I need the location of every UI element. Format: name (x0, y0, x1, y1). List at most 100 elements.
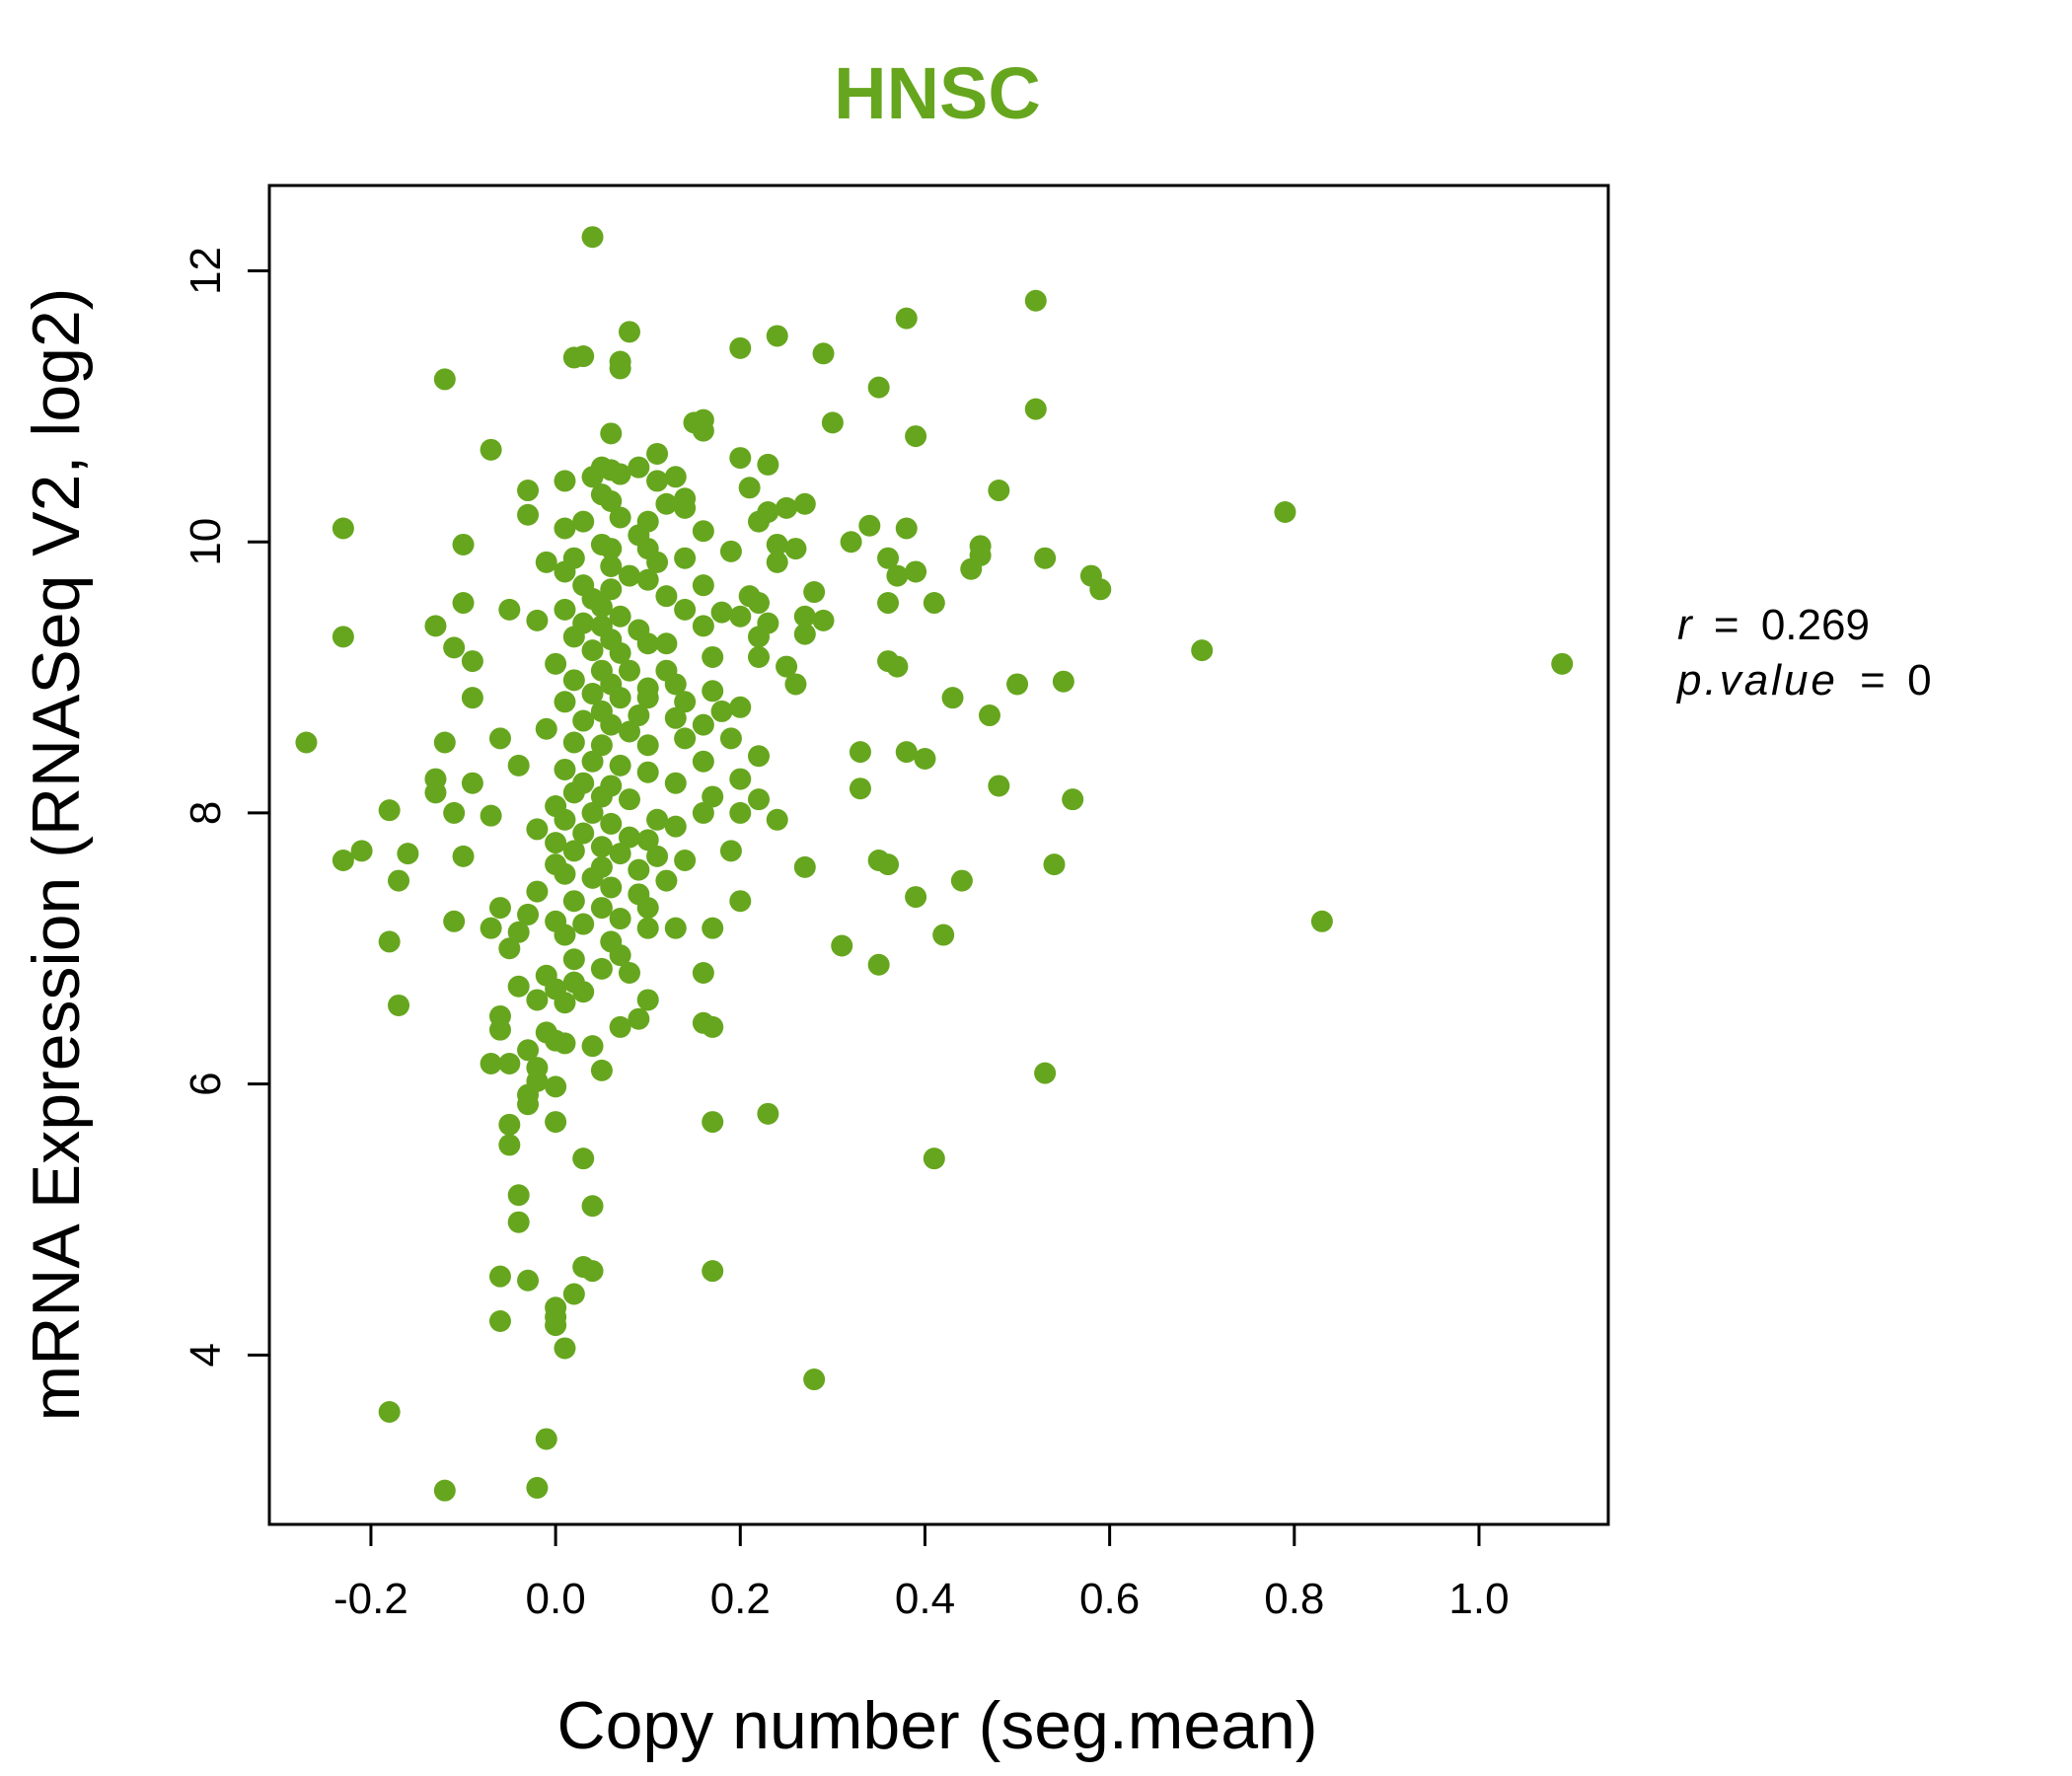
chart-title: HNSC (834, 52, 1041, 134)
data-point (581, 466, 604, 488)
y-tick-label: 4 (182, 1343, 230, 1367)
p-value-statistic: p.value = 0 (1675, 656, 1932, 704)
data-point (1006, 673, 1029, 696)
data-point (554, 560, 576, 583)
data-point (702, 680, 724, 703)
data-point (397, 843, 419, 865)
data-point (748, 626, 771, 648)
data-point (554, 1337, 576, 1360)
data-point (867, 953, 890, 976)
r-value: 0.269 (1761, 601, 1870, 649)
data-point (609, 641, 631, 664)
data-point (748, 745, 771, 768)
data-point (424, 615, 447, 637)
data-point (545, 652, 567, 675)
data-point (535, 551, 557, 573)
data-point (664, 772, 687, 794)
data-point (562, 781, 585, 804)
data-point (461, 687, 483, 709)
data-point (793, 855, 816, 878)
data-point (545, 1075, 567, 1098)
data-point (498, 598, 521, 621)
data-point (600, 578, 623, 601)
data-point (507, 754, 530, 777)
data-point (729, 605, 752, 628)
data-point (840, 531, 862, 554)
data-point (674, 849, 697, 871)
data-point (821, 411, 844, 434)
data-point (562, 669, 585, 692)
data-point (443, 636, 466, 659)
data-point (692, 615, 714, 637)
data-point (941, 687, 964, 709)
data-point (849, 777, 871, 800)
data-point (609, 908, 631, 930)
data-point (748, 592, 771, 615)
data-point (488, 1265, 511, 1288)
data-point (674, 691, 697, 713)
data-point (609, 754, 631, 777)
data-point (609, 463, 631, 485)
data-point (719, 840, 742, 862)
data-point (535, 1428, 557, 1450)
data-point (609, 1015, 631, 1038)
data-point (618, 788, 640, 811)
data-point (581, 683, 604, 705)
data-point (581, 801, 604, 824)
data-point (729, 801, 752, 824)
data-point (776, 496, 798, 519)
data-point (793, 605, 816, 628)
data-point (507, 975, 530, 998)
data-point (978, 704, 1000, 727)
data-point (526, 609, 549, 631)
data-point (618, 659, 640, 682)
data-point (655, 585, 678, 608)
data-point (849, 741, 871, 764)
data-point (646, 442, 669, 465)
data-point (729, 696, 752, 718)
data-point (554, 808, 576, 831)
data-point (581, 639, 604, 662)
data-point (664, 673, 687, 696)
data-point (554, 862, 576, 885)
y-tick-label: 12 (182, 247, 230, 295)
data-point (562, 840, 585, 862)
data-point (914, 747, 936, 770)
data-point (895, 741, 918, 764)
data-point (858, 514, 881, 537)
data-point (766, 325, 788, 347)
data-point (636, 829, 659, 851)
data-point (590, 836, 613, 858)
data-point (562, 890, 585, 913)
data-point (609, 357, 631, 380)
data-point (674, 598, 697, 621)
data-point (498, 1053, 521, 1075)
data-point (554, 517, 576, 540)
data-point (628, 1007, 650, 1030)
data-point (692, 419, 714, 442)
data-point (526, 1476, 549, 1499)
data-point (1274, 501, 1296, 524)
p-equals: = (1860, 656, 1886, 704)
data-point (554, 758, 576, 780)
data-point (572, 822, 595, 845)
data-point (480, 804, 502, 827)
data-point (831, 934, 853, 957)
data-point (554, 691, 576, 713)
data-point (572, 981, 595, 1003)
data-point (664, 706, 687, 729)
data-point (729, 768, 752, 790)
data-point (1024, 289, 1047, 312)
data-point (590, 596, 613, 619)
data-point (655, 632, 678, 655)
data-point (433, 731, 456, 754)
data-point (636, 734, 659, 757)
data-point (692, 750, 714, 773)
data-point (562, 731, 585, 754)
data-point (692, 801, 714, 824)
data-point (443, 801, 466, 824)
data-point (618, 564, 640, 587)
data-point (618, 321, 640, 343)
x-tick-label: 0.2 (710, 1575, 771, 1623)
